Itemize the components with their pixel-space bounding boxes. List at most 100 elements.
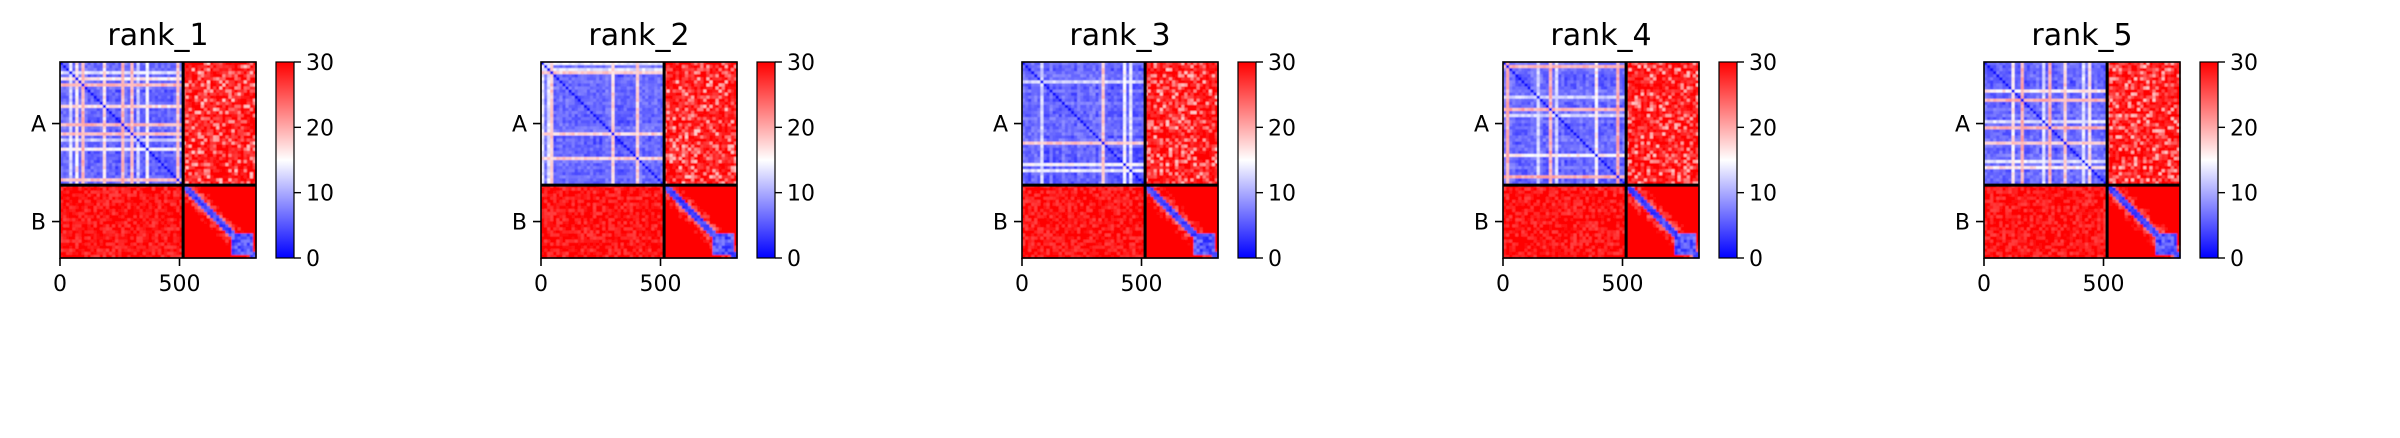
heatmap-cell: [565, 71, 570, 75]
heatmap-cell: [231, 62, 236, 66]
heatmap-cell: [139, 169, 144, 173]
heatmap-cell: [207, 83, 211, 88]
heatmap-cell: [148, 224, 153, 228]
heatmap-cell: [87, 95, 92, 100]
heatmap-cell: [127, 135, 132, 140]
heatmap-cell: [237, 251, 242, 256]
heatmap-cell: [96, 156, 101, 161]
heatmap-cell: [75, 68, 79, 72]
heatmap-cell: [176, 144, 181, 149]
heatmap-cell: [577, 68, 582, 72]
heatmap-cell: [161, 114, 165, 118]
heatmap-cell: [228, 111, 233, 115]
heatmap-cell: [112, 254, 116, 259]
heatmap-cell: [161, 233, 165, 238]
heatmap-cell: [179, 150, 184, 155]
heatmap-cell: [225, 233, 230, 238]
heatmap-cell: [185, 212, 190, 216]
heatmap-cell: [60, 187, 64, 192]
heatmap-cell: [84, 193, 89, 198]
heatmap-cell: [99, 135, 104, 140]
heatmap-cell: [207, 77, 211, 81]
heatmap-cell: [243, 254, 248, 259]
heatmap-cell: [216, 153, 220, 158]
heatmap-cell: [185, 150, 190, 155]
heatmap-cell: [240, 193, 245, 198]
heatmap-cell: [200, 245, 205, 250]
heatmap-cell: [188, 114, 193, 118]
heatmap-cell: [590, 68, 594, 72]
heatmap-cell: [142, 224, 147, 228]
heatmap-cell: [142, 221, 147, 225]
heatmap-cell: [629, 62, 634, 66]
heatmap-cell: [580, 65, 585, 69]
heatmap-cell: [688, 77, 692, 81]
heatmap-cell: [210, 181, 214, 186]
heatmap-cell: [161, 193, 165, 198]
heatmap-cell: [154, 129, 159, 134]
heatmap-cell: [63, 74, 67, 78]
heatmap-cell: [703, 62, 707, 66]
heatmap-cell: [222, 150, 226, 155]
heatmap-cell: [130, 212, 135, 216]
heatmap-cell: [207, 126, 211, 130]
heatmap-cell: [151, 153, 156, 158]
heatmap-cell: [102, 163, 107, 167]
heatmap-cell: [121, 101, 125, 106]
heatmap-cell: [145, 107, 150, 112]
heatmap-cell: [121, 111, 125, 115]
heatmap-cell: [96, 71, 101, 75]
heatmap-cell: [84, 144, 89, 149]
heatmap-cell: [158, 153, 162, 158]
heatmap-cell: [121, 107, 125, 112]
heatmap-cell: [93, 175, 98, 179]
heatmap-cell: [72, 199, 76, 204]
heatmap-cell: [234, 117, 239, 121]
heatmap-cell: [240, 98, 245, 103]
heatmap-cell: [203, 254, 208, 259]
heatmap-cell: [219, 190, 223, 195]
heatmap-cell: [90, 95, 95, 100]
heatmap-cell: [237, 150, 242, 155]
heatmap-cell: [72, 187, 76, 192]
heatmap-cell: [188, 163, 193, 167]
heatmap-cell: [142, 230, 147, 235]
heatmap-cell: [170, 169, 174, 173]
heatmap-cell: [93, 233, 98, 238]
heatmap-cell: [228, 80, 233, 85]
heatmap-cell: [249, 111, 254, 115]
heatmap-cell: [161, 221, 165, 225]
heatmap-cell: [672, 68, 677, 72]
heatmap-cell: [84, 101, 89, 106]
heatmap-cell: [234, 65, 239, 69]
heatmap-cell: [194, 242, 199, 247]
heatmap-cell: [115, 141, 119, 146]
heatmap-cell: [164, 254, 168, 259]
heatmap-cell: [237, 92, 242, 97]
heatmap-cell: [66, 156, 70, 161]
heatmap-cell: [66, 150, 70, 155]
heatmap-cell: [158, 126, 162, 130]
heatmap-cell: [81, 160, 86, 164]
heatmap-cell: [118, 144, 122, 149]
heatmap-cell: [237, 254, 242, 259]
heatmap-cell: [87, 120, 92, 124]
heatmap-cell: [105, 111, 110, 115]
heatmap-cell: [194, 104, 199, 109]
heatmap-cell: [216, 169, 220, 173]
heatmap-cell: [210, 150, 214, 155]
heatmap-cell: [194, 233, 199, 238]
heatmap-cell: [246, 95, 251, 100]
heatmap-cell: [237, 160, 242, 164]
heatmap-cell: [87, 242, 92, 247]
heatmap-cell: [75, 202, 79, 207]
heatmap-cell: [170, 215, 174, 219]
heatmap-cell: [115, 62, 119, 66]
heatmap-cell: [231, 123, 236, 127]
heatmap-cell: [151, 212, 156, 216]
heatmap-cell: [121, 212, 125, 216]
heatmap-cell: [102, 120, 107, 124]
heatmap-cell: [124, 150, 128, 155]
heatmap-cell: [154, 114, 159, 118]
heatmap-cell: [124, 77, 128, 81]
